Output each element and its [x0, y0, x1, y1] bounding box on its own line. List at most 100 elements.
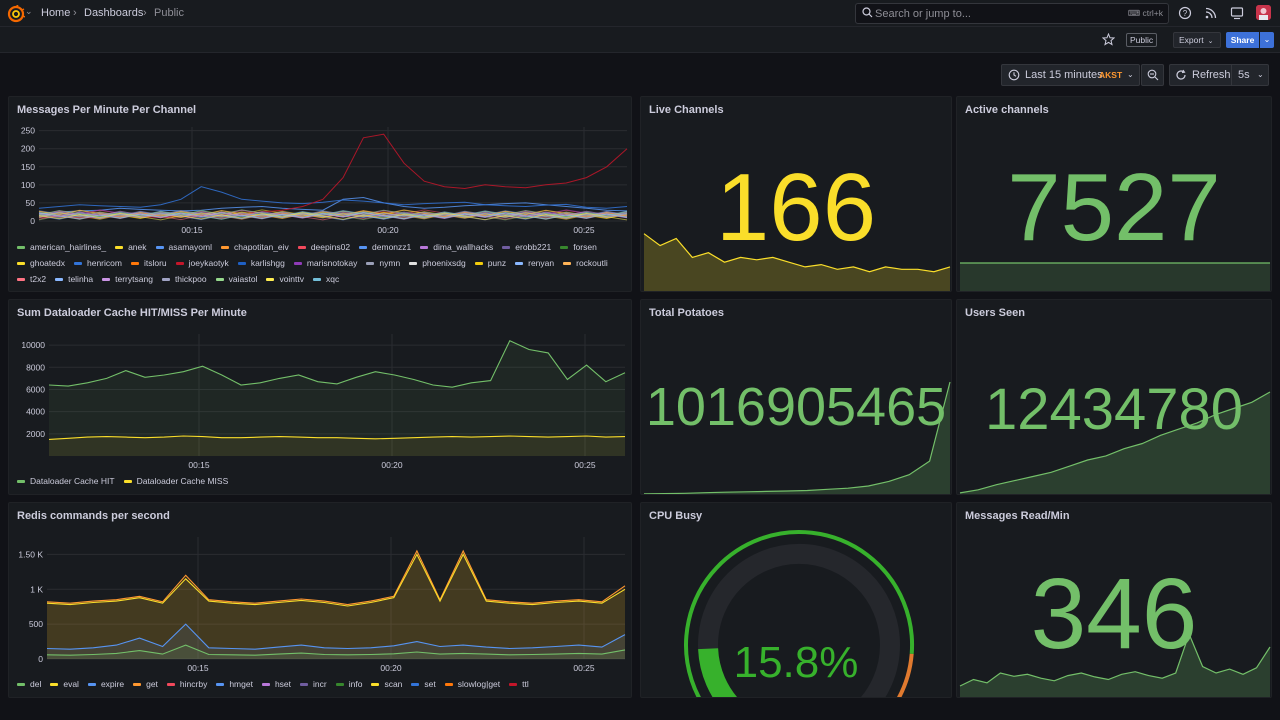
- breadcrumb-home[interactable]: Home: [41, 7, 71, 19]
- zoom-out-button[interactable]: [1141, 64, 1164, 86]
- legend-label: anek: [128, 242, 147, 252]
- legend-swatch: [266, 278, 275, 281]
- legend-item[interactable]: joeykaotyk: [175, 258, 229, 269]
- refresh-label: Refresh: [1192, 69, 1231, 81]
- legend-label: hmget: [229, 679, 253, 689]
- legend-item[interactable]: renyan: [515, 258, 554, 269]
- legend-label: forsen: [573, 242, 597, 252]
- legend-item[interactable]: phoenixsdg: [409, 258, 466, 269]
- legend-label: t2x2: [30, 274, 47, 284]
- x-tick-label: 00:15: [187, 663, 209, 673]
- export-button[interactable]: Export ⌄: [1173, 32, 1221, 48]
- legend-swatch: [502, 246, 511, 249]
- legend-swatch: [474, 262, 483, 265]
- refresh-button[interactable]: Refresh: [1169, 64, 1232, 86]
- legend-swatch: [102, 278, 111, 281]
- panel-cpu-busy: CPU Busy 15.8%: [640, 502, 952, 698]
- legend-item[interactable]: rockoutli: [563, 258, 608, 269]
- legend-item[interactable]: anek: [115, 242, 147, 253]
- legend-swatch: [509, 683, 518, 686]
- kiosk-mode-icon[interactable]: [1229, 5, 1245, 21]
- legend-item[interactable]: hmget: [216, 679, 253, 690]
- legend-item[interactable]: marisnotokay: [293, 258, 357, 269]
- panel-title[interactable]: Active channels: [965, 104, 1049, 116]
- panel-title[interactable]: Sum Dataloader Cache HIT/MISS Per Minute: [17, 307, 247, 319]
- legend-item[interactable]: hincrby: [166, 679, 207, 690]
- legend-item[interactable]: slowlog|get: [444, 679, 501, 690]
- panel-title[interactable]: Total Potatoes: [649, 307, 724, 319]
- legend-item[interactable]: forsen: [560, 242, 597, 253]
- panel-title[interactable]: Messages Per Minute Per Channel: [17, 104, 197, 116]
- panel-title[interactable]: CPU Busy: [649, 510, 703, 522]
- legend-item[interactable]: incr: [300, 679, 327, 690]
- legend-item[interactable]: itsloru: [130, 258, 167, 269]
- x-tick-label: 00:15: [188, 460, 210, 470]
- help-icon[interactable]: ?: [1177, 5, 1193, 21]
- refresh-interval-picker[interactable]: 5s ⌄: [1232, 64, 1269, 86]
- legend-item[interactable]: deepins02: [297, 242, 350, 253]
- legend-item[interactable]: ttl: [509, 679, 529, 690]
- panel-title[interactable]: Live Channels: [649, 104, 724, 116]
- legend-item[interactable]: punz: [474, 258, 506, 269]
- y-tick-label: 6000: [26, 384, 45, 394]
- series-area: [47, 624, 625, 659]
- share-dropdown-chevron-icon[interactable]: ⌄: [1260, 32, 1274, 48]
- legend-item[interactable]: chapotitan_eiv: [220, 242, 289, 253]
- legend-swatch: [335, 683, 344, 686]
- legend-item[interactable]: eval: [50, 679, 79, 690]
- messages-timeseries-chart[interactable]: 0 50 100 150 200 250 00:15 00:20 00:25: [9, 125, 632, 239]
- legend-item[interactable]: hset: [261, 679, 291, 690]
- user-avatar[interactable]: [1256, 5, 1271, 20]
- legend-item[interactable]: american_hairlines_: [17, 242, 106, 253]
- panel-title[interactable]: Users Seen: [965, 307, 1025, 319]
- time-range-picker[interactable]: Last 15 minutes AKST ⌄: [1001, 64, 1140, 86]
- news-feed-icon[interactable]: [1203, 5, 1219, 21]
- legend-item[interactable]: Dataloader Cache HIT: [17, 476, 115, 487]
- search-input[interactable]: Search or jump to... ⌨ ctrl+k: [855, 3, 1169, 24]
- legend-item[interactable]: Dataloader Cache MISS: [123, 476, 228, 487]
- y-tick-label: 0: [38, 654, 43, 664]
- chevron-down-icon[interactable]: ⌄: [25, 6, 33, 16]
- legend-item[interactable]: set: [411, 679, 436, 690]
- panel-live-channels: Live Channels 166: [640, 96, 952, 292]
- legend-item[interactable]: thickpoo: [161, 274, 207, 285]
- y-tick-label: 500: [29, 619, 43, 629]
- legend-item[interactable]: nymn: [366, 258, 400, 269]
- x-tick-label: 00:20: [377, 225, 399, 235]
- legend-item[interactable]: karlishgg: [237, 258, 285, 269]
- legend-item[interactable]: expire: [87, 679, 124, 690]
- avatar-image-icon: [1256, 5, 1271, 20]
- grafana-logo-icon[interactable]: [7, 5, 25, 23]
- breadcrumb-dashboards[interactable]: Dashboards: [84, 7, 144, 19]
- legend-item[interactable]: telinha: [55, 274, 93, 285]
- panel-title[interactable]: Redis commands per second: [17, 510, 170, 522]
- legend-swatch: [17, 480, 25, 483]
- legend-item[interactable]: xqc: [313, 274, 339, 285]
- legend-item[interactable]: henricom: [73, 258, 122, 269]
- panel-title[interactable]: Messages Read/Min: [965, 510, 1070, 522]
- panel-active-channels: Active channels 7527: [956, 96, 1272, 292]
- legend-item[interactable]: asamayoml: [155, 242, 212, 253]
- legend-item[interactable]: del: [17, 679, 41, 690]
- legend-item[interactable]: terrytsang: [102, 274, 153, 285]
- legend-item[interactable]: t2x2: [17, 274, 46, 285]
- legend-label: henricom: [86, 258, 122, 268]
- legend-item[interactable]: info: [335, 679, 362, 690]
- legend-label: slowlog|get: [457, 679, 501, 689]
- legend-item[interactable]: erobb221: [502, 242, 551, 253]
- panel-messages-per-minute: Messages Per Minute Per Channel 0 50 100 15…: [8, 96, 632, 292]
- star-icon[interactable]: [1102, 33, 1115, 46]
- legend-item[interactable]: vaiastol: [215, 274, 257, 285]
- share-button[interactable]: Share: [1226, 32, 1259, 48]
- redis-timeseries-chart[interactable]: 0 500 1 K 1.50 K 00:15 00:20 00:25: [9, 535, 632, 675]
- legend-item[interactable]: get: [133, 679, 158, 690]
- clock-icon: [1008, 69, 1020, 81]
- legend-item[interactable]: dima_wallhacks: [420, 242, 493, 253]
- legend-item[interactable]: vointtv: [266, 274, 304, 285]
- legend-label: asamayoml: [168, 242, 212, 252]
- dataloader-timeseries-chart[interactable]: 2000 4000 6000 8000 10000 00:15 00:20 00:25: [9, 332, 632, 472]
- legend-item[interactable]: ghoatedx: [17, 258, 65, 269]
- legend-item[interactable]: demonzz1: [359, 242, 411, 253]
- legend-item[interactable]: scan: [371, 679, 402, 690]
- legend-swatch: [133, 683, 142, 686]
